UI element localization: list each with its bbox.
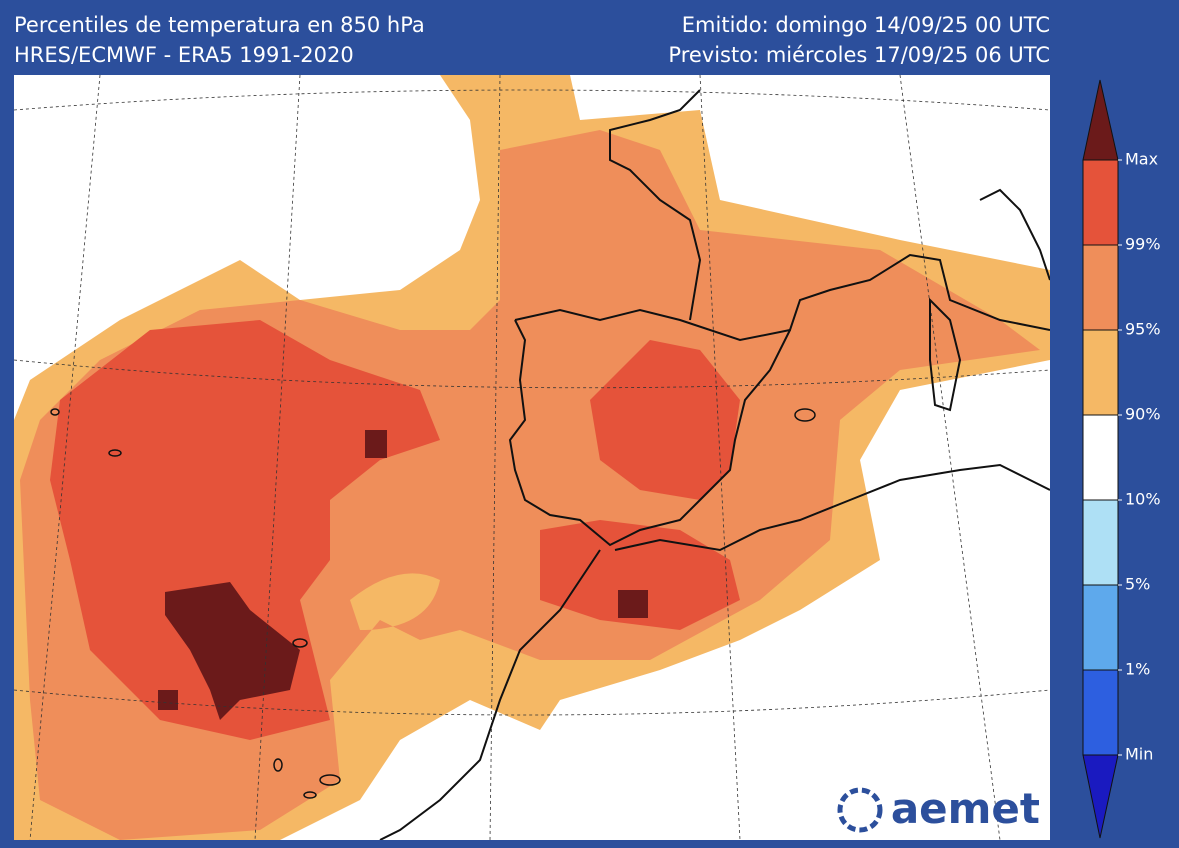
- colorbar-label: 99%: [1125, 235, 1161, 254]
- issued: Emitido: domingo 14/09/25 00 UTC: [682, 13, 1050, 37]
- colorbar-segment: [1082, 414, 1119, 501]
- colorbar-segment: [1082, 669, 1119, 756]
- logo-icon: [837, 787, 883, 833]
- colorbar-label: Max: [1125, 150, 1158, 169]
- forecast: Previsto: miércoles 17/09/25 06 UTC: [668, 43, 1050, 67]
- colorbar-segment: [1082, 584, 1119, 671]
- colorbar-segment: [1082, 754, 1119, 839]
- colorbar-labels: Max 99% 95% 90% 10% 5% 1% Min: [1118, 150, 1161, 764]
- map: aemet: [14, 75, 1050, 840]
- region-max: [618, 590, 648, 618]
- colorbar-label: 10%: [1125, 490, 1161, 509]
- region-max: [165, 582, 300, 720]
- colorbar: [1082, 79, 1119, 839]
- logo: aemet: [891, 784, 1040, 833]
- title: Percentiles de temperatura en 850 hPa: [14, 13, 425, 37]
- colorbar-label: 95%: [1125, 320, 1161, 339]
- colorbar-segment: [1082, 499, 1119, 586]
- subtitle: HRES/ECMWF - ERA5 1991-2020: [14, 43, 354, 67]
- colorbar-label: Min: [1125, 745, 1153, 764]
- region-99-max: [590, 340, 740, 500]
- region-99-max: [540, 520, 740, 630]
- colorbar-label: 90%: [1125, 405, 1161, 424]
- region-max: [365, 430, 387, 458]
- colorbar-label: 1%: [1125, 660, 1150, 679]
- colorbar-segment: [1082, 329, 1119, 416]
- region-max: [158, 690, 178, 710]
- graticule: [14, 75, 1050, 840]
- colorbar-segment: [1082, 159, 1119, 246]
- colorbar-segment: [1082, 244, 1119, 331]
- coastline: [379, 89, 1050, 840]
- island: [50, 408, 816, 799]
- region-99-max: [50, 320, 440, 740]
- colorbar-label: 5%: [1125, 575, 1150, 594]
